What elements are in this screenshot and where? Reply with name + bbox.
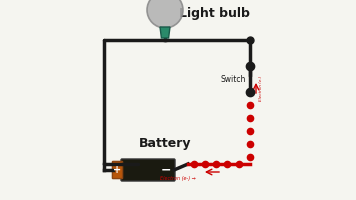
Text: Switch: Switch bbox=[221, 74, 246, 84]
Text: Electron (e-): Electron (e-) bbox=[259, 75, 263, 101]
Text: Battery: Battery bbox=[139, 137, 191, 150]
Text: +: + bbox=[114, 165, 121, 175]
FancyBboxPatch shape bbox=[121, 159, 175, 181]
Circle shape bbox=[147, 0, 183, 28]
Polygon shape bbox=[160, 27, 170, 38]
Text: Light bulb: Light bulb bbox=[179, 7, 250, 21]
Text: Electron (e-) →: Electron (e-) → bbox=[160, 176, 196, 181]
FancyBboxPatch shape bbox=[112, 161, 122, 179]
Text: −: − bbox=[161, 164, 171, 176]
